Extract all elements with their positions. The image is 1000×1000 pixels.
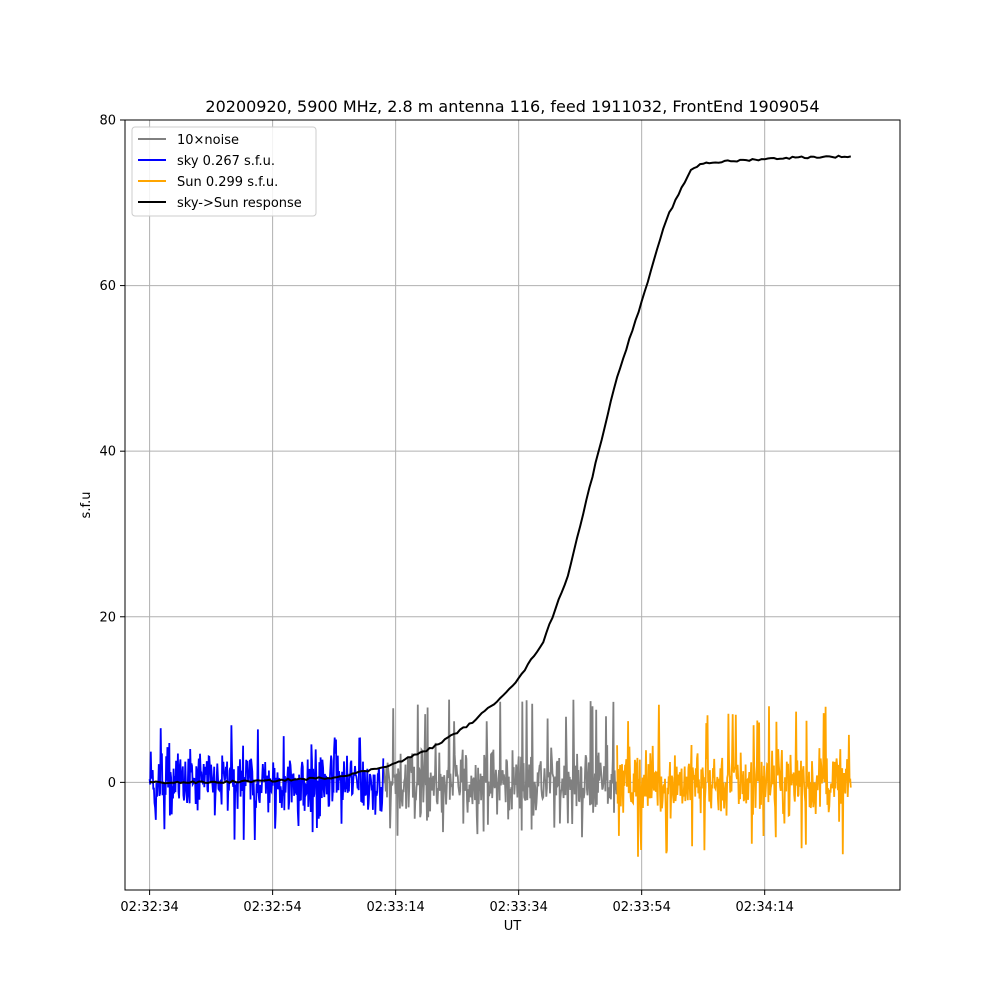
- y-tick-label: 60: [99, 279, 116, 294]
- series-line-10-noise: [382, 699, 618, 838]
- y-tick-label: 0: [108, 776, 116, 791]
- chart-title: 20200920, 5900 MHz, 2.8 m antenna 116, f…: [205, 97, 819, 116]
- legend-entry: sky 0.267 s.f.u.: [177, 154, 275, 169]
- x-tick-label: 02:32:34: [120, 900, 178, 915]
- x-tick-label: 02:33:34: [489, 900, 547, 915]
- plot-frame: [124, 119, 901, 891]
- legend-entry: sky->Sun response: [177, 196, 302, 211]
- series-layer: [148, 154, 852, 857]
- series-line-sky-sun-response: [149, 154, 852, 785]
- y-tick-label: 80: [99, 114, 116, 129]
- series-line-sun-0-299-s-f-u-: [616, 704, 852, 857]
- x-axis-label: UT: [504, 919, 522, 934]
- y-axis-label: s.f.u: [79, 492, 94, 519]
- legend-entry: 10×noise: [177, 133, 239, 148]
- series-line-sky-0-267-s-f-u-: [148, 725, 385, 841]
- x-tick-label: 02:33:54: [612, 900, 670, 915]
- y-tick-label: 20: [99, 610, 116, 625]
- y-tick-label: 40: [99, 445, 116, 460]
- x-tick-label: 02:33:14: [366, 900, 424, 915]
- x-tick-label: 02:34:14: [735, 900, 793, 915]
- legend-entry: Sun 0.299 s.f.u.: [177, 175, 278, 190]
- ticks: 02:32:34 02:32:54 02:33:14 02:33:34 02:33:54…: [99, 114, 793, 916]
- legend-box: [131, 126, 317, 217]
- x-tick-label: 02:32:54: [243, 900, 301, 915]
- legend: 10×noise sky 0.267 s.f.u. Sun 0.299 s.f.u.…: [131, 126, 317, 217]
